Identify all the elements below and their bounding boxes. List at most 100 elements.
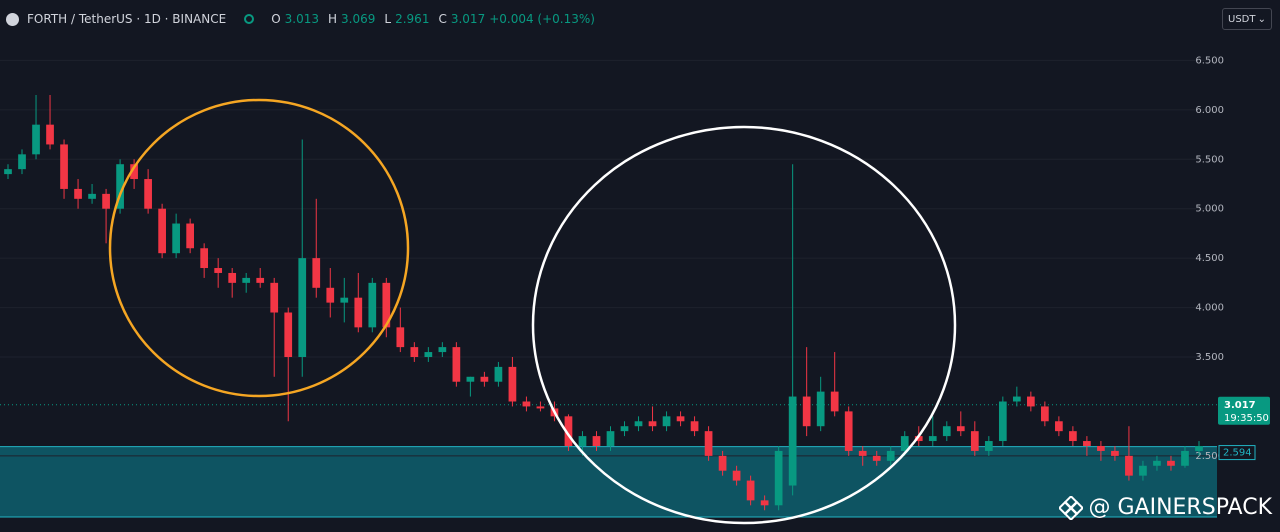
candle-body — [200, 248, 209, 269]
candle-body — [578, 436, 587, 446]
candle-body — [116, 164, 124, 209]
candle-body — [1041, 406, 1049, 422]
watermark: @ GAINERSPACK — [1058, 495, 1273, 520]
y-tick-label: 5.000 — [1195, 204, 1224, 215]
currency-label: USDT — [1228, 13, 1256, 25]
candle-body — [74, 188, 82, 199]
candle-body — [732, 470, 741, 481]
candle-body — [158, 208, 166, 254]
candle-body — [998, 401, 1007, 442]
candle-body — [382, 282, 391, 328]
candle-body — [830, 391, 839, 412]
candle-body — [326, 287, 335, 303]
candle-body — [4, 169, 12, 175]
close-value: 3.017 — [450, 12, 486, 26]
candle-body — [592, 436, 601, 446]
candle-body — [1097, 445, 1105, 451]
open-value: 3.013 — [284, 12, 320, 26]
binance-icon — [1058, 495, 1083, 520]
candle-body — [354, 297, 363, 328]
support-price-label: 2.594 — [1223, 448, 1252, 459]
candle-body — [886, 450, 895, 461]
candle-body — [690, 421, 699, 432]
last-price-label: 3.017 — [1224, 400, 1256, 411]
candle-body — [102, 193, 110, 209]
candle-body — [1167, 460, 1175, 466]
y-tick-label: 2.500 — [1195, 451, 1224, 462]
dropdown-arrow: ⌄ — [1257, 13, 1266, 25]
candle-body — [900, 436, 909, 451]
candle-body — [536, 406, 545, 409]
candle-body — [396, 327, 405, 348]
candle-body — [858, 450, 867, 456]
candle-body — [368, 282, 377, 328]
candle-body — [1195, 445, 1203, 451]
candle-body — [816, 391, 825, 427]
candle-body — [438, 347, 447, 353]
candle-body — [634, 421, 643, 427]
candle-body — [1012, 396, 1021, 402]
candle-body — [46, 124, 54, 145]
candle-body — [32, 124, 40, 155]
candle-body — [1055, 421, 1063, 432]
y-tick-label: 3.500 — [1195, 352, 1224, 363]
candle-body — [788, 396, 797, 486]
candle-body — [494, 366, 503, 382]
candle-body — [1181, 450, 1189, 466]
candle-body — [256, 277, 265, 283]
candle-body — [172, 223, 180, 254]
candle-body — [844, 411, 853, 451]
candle-body — [914, 436, 923, 442]
candle-body — [312, 258, 321, 288]
high-value: 3.069 — [341, 12, 376, 26]
symbol-header: FORTH / TetherUS · 1D · BINANCE O 3.013 H… — [6, 9, 595, 29]
candle-body — [774, 450, 783, 506]
candle-body — [228, 272, 237, 283]
high-key: H — [328, 12, 338, 26]
low-value: 2.961 — [395, 12, 430, 26]
candle-body — [130, 164, 138, 180]
currency-select[interactable]: USDT ⌄ — [1222, 8, 1272, 30]
low-key: L — [384, 12, 392, 26]
candle-body — [942, 426, 951, 437]
candle-body — [970, 431, 979, 451]
candle-body — [60, 144, 68, 189]
candle-body — [452, 347, 461, 382]
candle-body — [284, 312, 293, 358]
candle-body — [1139, 465, 1147, 476]
candle-body — [760, 500, 769, 506]
candle-body — [648, 421, 657, 427]
candle-body — [340, 297, 349, 303]
candle-body — [704, 431, 713, 456]
candle-body — [270, 282, 279, 313]
candle-body — [1069, 431, 1077, 442]
y-tick-label: 6.500 — [1195, 55, 1224, 66]
candle-body — [872, 455, 881, 461]
candle-body — [214, 268, 223, 273]
candle-body — [984, 441, 993, 451]
candle-body — [676, 416, 685, 422]
candle-body — [242, 277, 251, 283]
candle-body — [956, 426, 965, 432]
candle-body — [186, 223, 195, 249]
candle-body — [1083, 441, 1091, 446]
symbol-logo — [6, 12, 19, 26]
candle-body — [480, 376, 489, 382]
candle-body — [144, 179, 152, 209]
orange-circle — [108, 98, 410, 398]
last-price-box — [1218, 396, 1270, 425]
candle-body — [424, 352, 433, 358]
candle-body — [802, 396, 811, 427]
candle-body — [18, 154, 26, 170]
symbol-name[interactable]: FORTH / TetherUS · 1D · BINANCE — [27, 12, 227, 26]
candle-body — [1153, 460, 1161, 466]
support-zone — [0, 446, 1217, 517]
watermark-text: @ GAINERSPACK — [1088, 495, 1273, 520]
y-tick-label: 5.500 — [1195, 154, 1224, 165]
change-value: +0.004 (+0.13%) — [489, 12, 595, 26]
y-tick-label: 6.000 — [1195, 105, 1224, 116]
y-tick-label: 4.000 — [1195, 303, 1224, 314]
market-status — [244, 14, 255, 24]
